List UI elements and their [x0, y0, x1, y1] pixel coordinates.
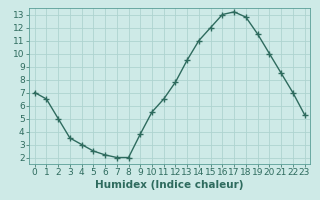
X-axis label: Humidex (Indice chaleur): Humidex (Indice chaleur): [95, 180, 244, 190]
